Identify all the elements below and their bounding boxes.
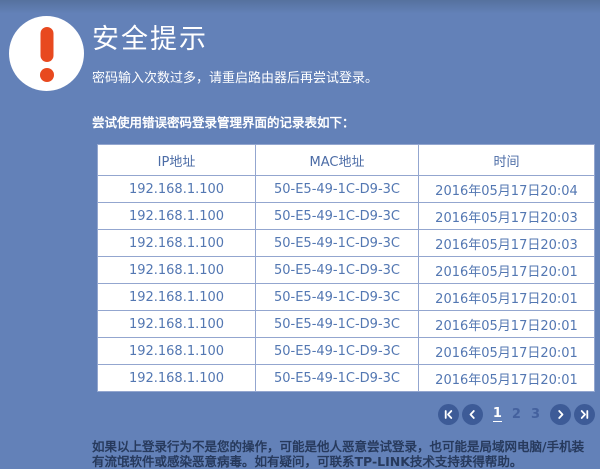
next-page-button[interactable]: [550, 404, 571, 425]
page-number-3[interactable]: 3: [530, 407, 540, 422]
exclamation-bar: [40, 27, 53, 62]
table-cell: 2016年05月17日20:01: [418, 337, 595, 365]
skip-to-last-icon: [580, 410, 589, 419]
table-cell: 50-E5-49-1C-D9-3C: [255, 256, 419, 284]
table-cell: 192.168.1.100: [97, 256, 256, 284]
login-attempts-table: IP地址 MAC地址 时间 192.168.1.100 50-E5-49-1C-D…: [97, 144, 595, 392]
content-area: 安全提示 密码输入次数过多，请重启路由器后再尝试登录。 尝试使用错误密码登录管理…: [92, 0, 595, 469]
column-header-ip: IP地址: [97, 144, 256, 176]
table-row: 192.168.1.100 50-E5-49-1C-D9-3C 2016年05月17…: [97, 310, 595, 338]
table-cell: 2016年05月17日20:03: [418, 229, 595, 257]
table-cell: 192.168.1.100: [97, 283, 256, 311]
skip-to-first-icon: [444, 410, 453, 419]
table-row: 192.168.1.100 50-E5-49-1C-D9-3C 2016年05月17…: [97, 202, 595, 230]
table-cell: 192.168.1.100: [97, 229, 256, 257]
prev-page-button[interactable]: [461, 404, 483, 425]
chevron-right-icon: [558, 410, 564, 419]
page-number-2[interactable]: 2: [511, 407, 521, 422]
alert-exclamation-icon: [9, 16, 84, 91]
table-cell: 192.168.1.100: [97, 202, 256, 230]
table-row: 192.168.1.100 50-E5-49-1C-D9-3C 2016年05月17…: [97, 175, 595, 203]
table-cell: 192.168.1.100: [97, 364, 256, 392]
table-body: 192.168.1.100 50-E5-49-1C-D9-3C 2016年05月17…: [97, 175, 595, 392]
table-cell: 2016年05月17日20:01: [418, 283, 595, 311]
table-cell: 50-E5-49-1C-D9-3C: [255, 364, 419, 392]
exclamation-dot: [39, 68, 54, 82]
table-cell: 2016年05月17日20:01: [418, 256, 595, 284]
table-cell: 50-E5-49-1C-D9-3C: [255, 283, 419, 311]
table-cell: 50-E5-49-1C-D9-3C: [255, 175, 419, 203]
table-header-row: IP地址 MAC地址 时间: [97, 144, 595, 176]
column-header-time: 时间: [418, 144, 595, 176]
table-cell: 50-E5-49-1C-D9-3C: [255, 202, 419, 230]
table-row: 192.168.1.100 50-E5-49-1C-D9-3C 2016年05月17…: [97, 337, 595, 365]
table-row: 192.168.1.100 50-E5-49-1C-D9-3C 2016年05月17…: [97, 283, 595, 311]
table-cell: 192.168.1.100: [97, 337, 256, 365]
table-cell: 2016年05月17日20:01: [418, 310, 595, 338]
column-header-mac: MAC地址: [255, 144, 419, 176]
table-cell: 50-E5-49-1C-D9-3C: [255, 310, 419, 338]
page-number-1[interactable]: 1: [492, 406, 502, 422]
table-cell: 192.168.1.100: [97, 175, 256, 203]
last-page-button[interactable]: [574, 404, 595, 425]
chevron-left-icon: [469, 410, 475, 419]
table-cell: 50-E5-49-1C-D9-3C: [255, 337, 419, 365]
table-label: 尝试使用错误密码登录管理界面的记录表如下：: [92, 115, 355, 130]
footer-note: 如果以上登录行为不是您的操作，可能是他人恶意尝试登录，也可能是局域网电脑/手机装…: [92, 439, 585, 469]
subtitle-message: 密码输入次数过多，请重启路由器后再尝试登录。: [92, 71, 379, 86]
table-cell: 2016年05月17日20:01: [418, 364, 595, 392]
page-title: 安全提示: [92, 24, 208, 55]
table-row: 192.168.1.100 50-E5-49-1C-D9-3C 2016年05月17…: [97, 229, 595, 257]
table-row: 192.168.1.100 50-E5-49-1C-D9-3C 2016年05月17…: [97, 256, 595, 284]
table-cell: 2016年05月17日20:03: [418, 202, 595, 230]
first-page-button[interactable]: [437, 404, 459, 425]
table-cell: 50-E5-49-1C-D9-3C: [255, 229, 419, 257]
table-row: 192.168.1.100 50-E5-49-1C-D9-3C 2016年05月17…: [97, 364, 595, 392]
table-cell: 192.168.1.100: [97, 310, 256, 338]
table-cell: 2016年05月17日20:04: [418, 175, 595, 203]
